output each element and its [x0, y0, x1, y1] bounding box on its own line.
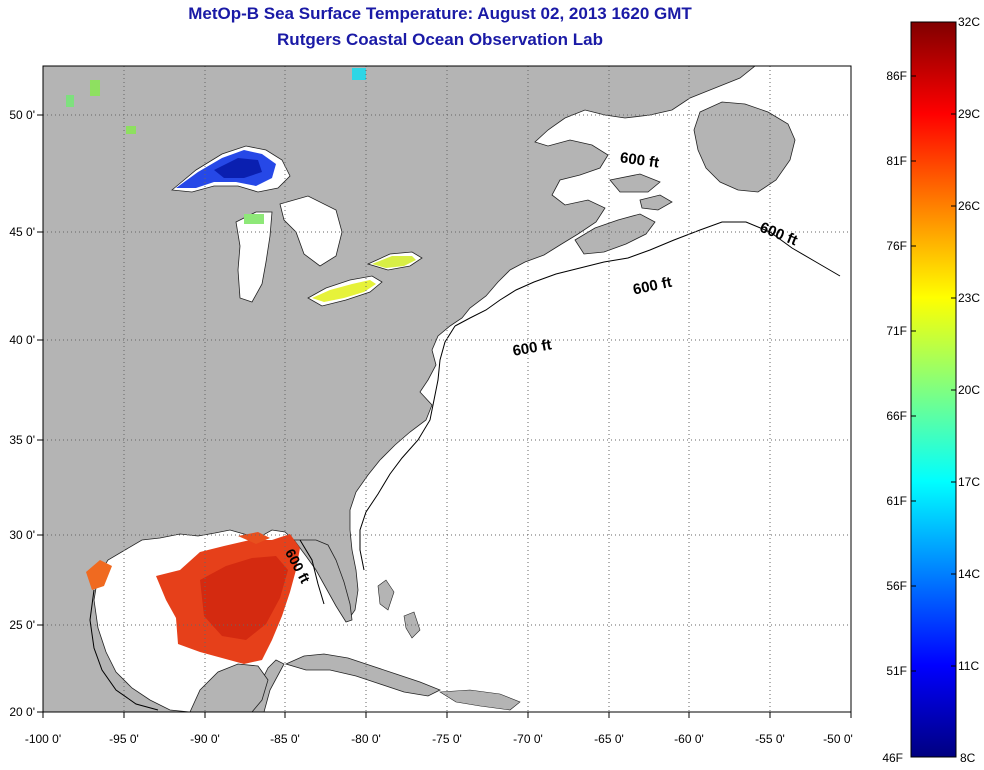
colorbar-celsius-label: 11C	[958, 659, 979, 673]
lat-label: 50 0'	[9, 108, 35, 122]
sst-gulf-of-mexico-hot	[200, 556, 288, 640]
colorbar-celsius-label: 17C	[958, 475, 980, 489]
lon-label: -70 0'	[513, 732, 543, 746]
newfoundland-land	[693, 101, 796, 193]
contour-label: 600 ft	[511, 336, 553, 360]
map-subtitle: Rutgers Coastal Ocean Observation Lab	[277, 30, 603, 49]
colorbar-fahrenheit-label: 81F	[886, 154, 907, 168]
cuba-land	[284, 653, 441, 697]
lon-label: -50 0'	[823, 732, 853, 746]
contour-label: 600 ft	[619, 149, 660, 171]
lon-label: -100 0'	[25, 732, 61, 746]
florida-land	[293, 539, 353, 623]
bahamas-land	[377, 579, 395, 611]
sst-patch	[244, 214, 264, 224]
colorbar-fahrenheit-label: 71F	[886, 324, 907, 338]
sst-patch	[126, 126, 136, 134]
lat-label: 30 0'	[9, 528, 35, 542]
colorbar	[910, 21, 957, 758]
sst-patch	[66, 95, 74, 107]
isobath-600ft	[299, 539, 325, 605]
colorbar-fahrenheit-label: 76F	[886, 239, 907, 253]
north-america-land	[43, 66, 756, 712]
colorbar-celsius-label: 32C	[958, 15, 980, 29]
colorbar-celsius-label: 20C	[958, 383, 980, 397]
colorbar-celsius-label: 23C	[958, 291, 980, 305]
sst-gulf-patch	[238, 532, 270, 544]
lake-huron	[279, 195, 343, 267]
lat-label: 45 0'	[9, 225, 35, 239]
lon-label: -55 0'	[755, 732, 785, 746]
colorbar-fahrenheit-label: 46F	[882, 751, 903, 765]
colorbar-fahrenheit-label: 86F	[886, 69, 907, 83]
graticule	[43, 66, 851, 712]
colorbar-fahrenheit-label: 61F	[886, 494, 907, 508]
colorbar-ticks	[911, 75, 956, 672]
sst-patch	[90, 80, 100, 96]
sst-lake-ontario	[372, 256, 416, 268]
axis-ticks	[37, 114, 852, 718]
hispaniola-land	[439, 689, 521, 711]
isobath-600ft	[89, 589, 159, 711]
lon-label: -95 0'	[109, 732, 139, 746]
lat-label: 20 0'	[9, 705, 35, 719]
lon-label: -60 0'	[674, 732, 704, 746]
lat-label: 40 0'	[9, 333, 35, 347]
colorbar-celsius-label: 14C	[958, 567, 980, 581]
lon-label: -85 0'	[270, 732, 300, 746]
pei-island	[639, 194, 673, 211]
sst-gulf-patch	[86, 560, 112, 590]
isobath-600ft	[454, 221, 841, 327]
colorbar-celsius-label: 8C	[960, 751, 976, 765]
sst-lake-superior-deep	[214, 158, 262, 178]
colorbar-fahrenheit-label: 66F	[886, 409, 907, 423]
yucatan-land	[189, 663, 269, 712]
map-title: MetOp-B Sea Surface Temperature: August …	[188, 4, 692, 23]
lon-label: -80 0'	[351, 732, 381, 746]
lake-michigan	[235, 211, 273, 303]
colorbar-celsius-label: 29C	[958, 107, 980, 121]
isobath-600ft	[359, 325, 456, 571]
gulf-island	[609, 173, 661, 193]
lon-label: -75 0'	[432, 732, 462, 746]
lon-label: -65 0'	[594, 732, 624, 746]
lat-label: 35 0'	[9, 433, 35, 447]
lat-label: 25 0'	[9, 618, 35, 632]
lon-label: -90 0'	[190, 732, 220, 746]
colorbar-celsius-label: 26C	[958, 199, 980, 213]
sst-lake-erie	[312, 280, 376, 302]
colorbar-fahrenheit-label: 51F	[886, 664, 907, 678]
colorbar-fahrenheit-label: 56F	[886, 579, 907, 593]
sst-patch	[352, 68, 366, 80]
nova-scotia-land	[574, 213, 656, 255]
